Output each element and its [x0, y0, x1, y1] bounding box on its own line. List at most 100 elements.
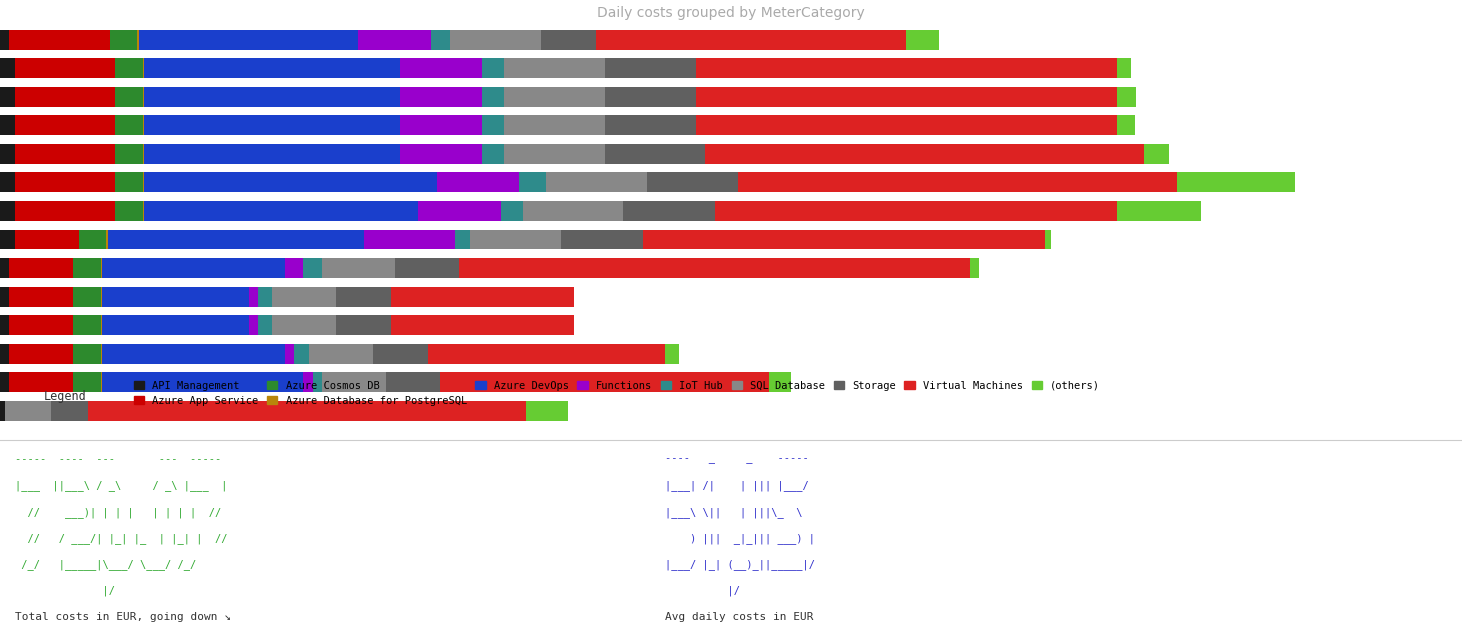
Bar [9, 287, 73, 307]
Bar [51, 401, 88, 421]
Bar [504, 58, 605, 78]
Bar [705, 144, 1143, 164]
Bar [102, 315, 249, 335]
Bar [115, 201, 143, 221]
Bar [696, 115, 1117, 135]
Bar [0, 315, 9, 335]
Bar [102, 287, 249, 307]
Bar [440, 372, 769, 392]
Bar [696, 58, 1117, 78]
Title: Daily costs grouped by MeterCategory: Daily costs grouped by MeterCategory [596, 6, 866, 20]
Bar [482, 144, 504, 164]
Bar [115, 172, 143, 192]
Bar [547, 172, 648, 192]
Bar [0, 372, 9, 392]
Bar [1117, 58, 1132, 78]
Bar [139, 30, 358, 49]
Bar [101, 315, 102, 335]
Text: -----  ----  ---       ---  -----: ----- ---- --- --- ----- [15, 454, 221, 464]
Bar [401, 87, 482, 107]
Bar [504, 87, 605, 107]
Bar [88, 401, 526, 421]
Bar [1145, 144, 1170, 164]
Bar [15, 115, 115, 135]
Text: //   / ___/| |_| |_  | |_| |  //: // / ___/| |_| |_ | |_| | // [15, 533, 227, 544]
Bar [401, 115, 482, 135]
Bar [450, 30, 541, 49]
Bar [0, 201, 15, 221]
Bar [386, 372, 440, 392]
Bar [143, 58, 145, 78]
Bar [504, 144, 605, 164]
Bar [0, 344, 9, 364]
Bar [107, 230, 108, 250]
Bar [101, 372, 102, 392]
Bar [1177, 172, 1295, 192]
Bar [9, 258, 73, 278]
Bar [971, 258, 980, 278]
Bar [101, 287, 102, 307]
Bar [1117, 87, 1136, 107]
Bar [145, 115, 401, 135]
Text: Legend: Legend [44, 390, 86, 403]
Bar [15, 201, 115, 221]
Bar [0, 115, 15, 135]
Bar [6, 401, 51, 421]
Legend: API Management, Azure App Service, Azure Cosmos DB, Azure Database for PostgreSQ: API Management, Azure App Service, Azure… [130, 377, 1104, 410]
Bar [145, 87, 401, 107]
Bar [623, 201, 715, 221]
Bar [73, 258, 101, 278]
Bar [0, 230, 15, 250]
Bar [0, 401, 6, 421]
Bar [0, 58, 15, 78]
Bar [73, 344, 101, 364]
Bar [101, 344, 102, 364]
Text: |___| /|    | ||| |___/: |___| /| | ||| |___/ [665, 481, 808, 491]
Bar [455, 230, 469, 250]
Text: ) |||  _|_||| ___) |: ) ||| _|_||| ___) | [665, 533, 816, 544]
Bar [401, 58, 482, 78]
Bar [523, 201, 623, 221]
Bar [272, 287, 336, 307]
Bar [272, 315, 336, 335]
Bar [15, 172, 115, 192]
Bar [418, 201, 500, 221]
Bar [249, 315, 257, 335]
Bar [0, 30, 9, 49]
Bar [605, 115, 696, 135]
Bar [358, 30, 431, 49]
Bar [249, 287, 257, 307]
Bar [519, 172, 547, 192]
Bar [257, 287, 272, 307]
Bar [696, 87, 1117, 107]
Bar [102, 258, 285, 278]
Bar [15, 87, 115, 107]
Bar [143, 201, 145, 221]
Bar [395, 258, 459, 278]
Bar [73, 372, 101, 392]
Bar [0, 287, 9, 307]
Bar [643, 230, 1045, 250]
Bar [392, 287, 573, 307]
Bar [145, 172, 437, 192]
Bar [605, 144, 705, 164]
Bar [336, 287, 390, 307]
Bar [504, 115, 605, 135]
Bar [364, 230, 455, 250]
Bar [322, 258, 395, 278]
Bar [0, 172, 15, 192]
Bar [145, 144, 401, 164]
Text: |___\ \||   | |||\_  \: |___\ \|| | |||\_ \ [665, 507, 803, 518]
Bar [1117, 201, 1202, 221]
Bar [257, 315, 272, 335]
Bar [392, 315, 573, 335]
Bar [145, 58, 401, 78]
Bar [1117, 115, 1135, 135]
Text: Total costs in EUR, going down ↘: Total costs in EUR, going down ↘ [15, 612, 231, 622]
Bar [102, 372, 304, 392]
Bar [738, 172, 1177, 192]
Bar [145, 201, 418, 221]
Bar [482, 87, 504, 107]
Bar [15, 230, 79, 250]
Bar [9, 372, 73, 392]
